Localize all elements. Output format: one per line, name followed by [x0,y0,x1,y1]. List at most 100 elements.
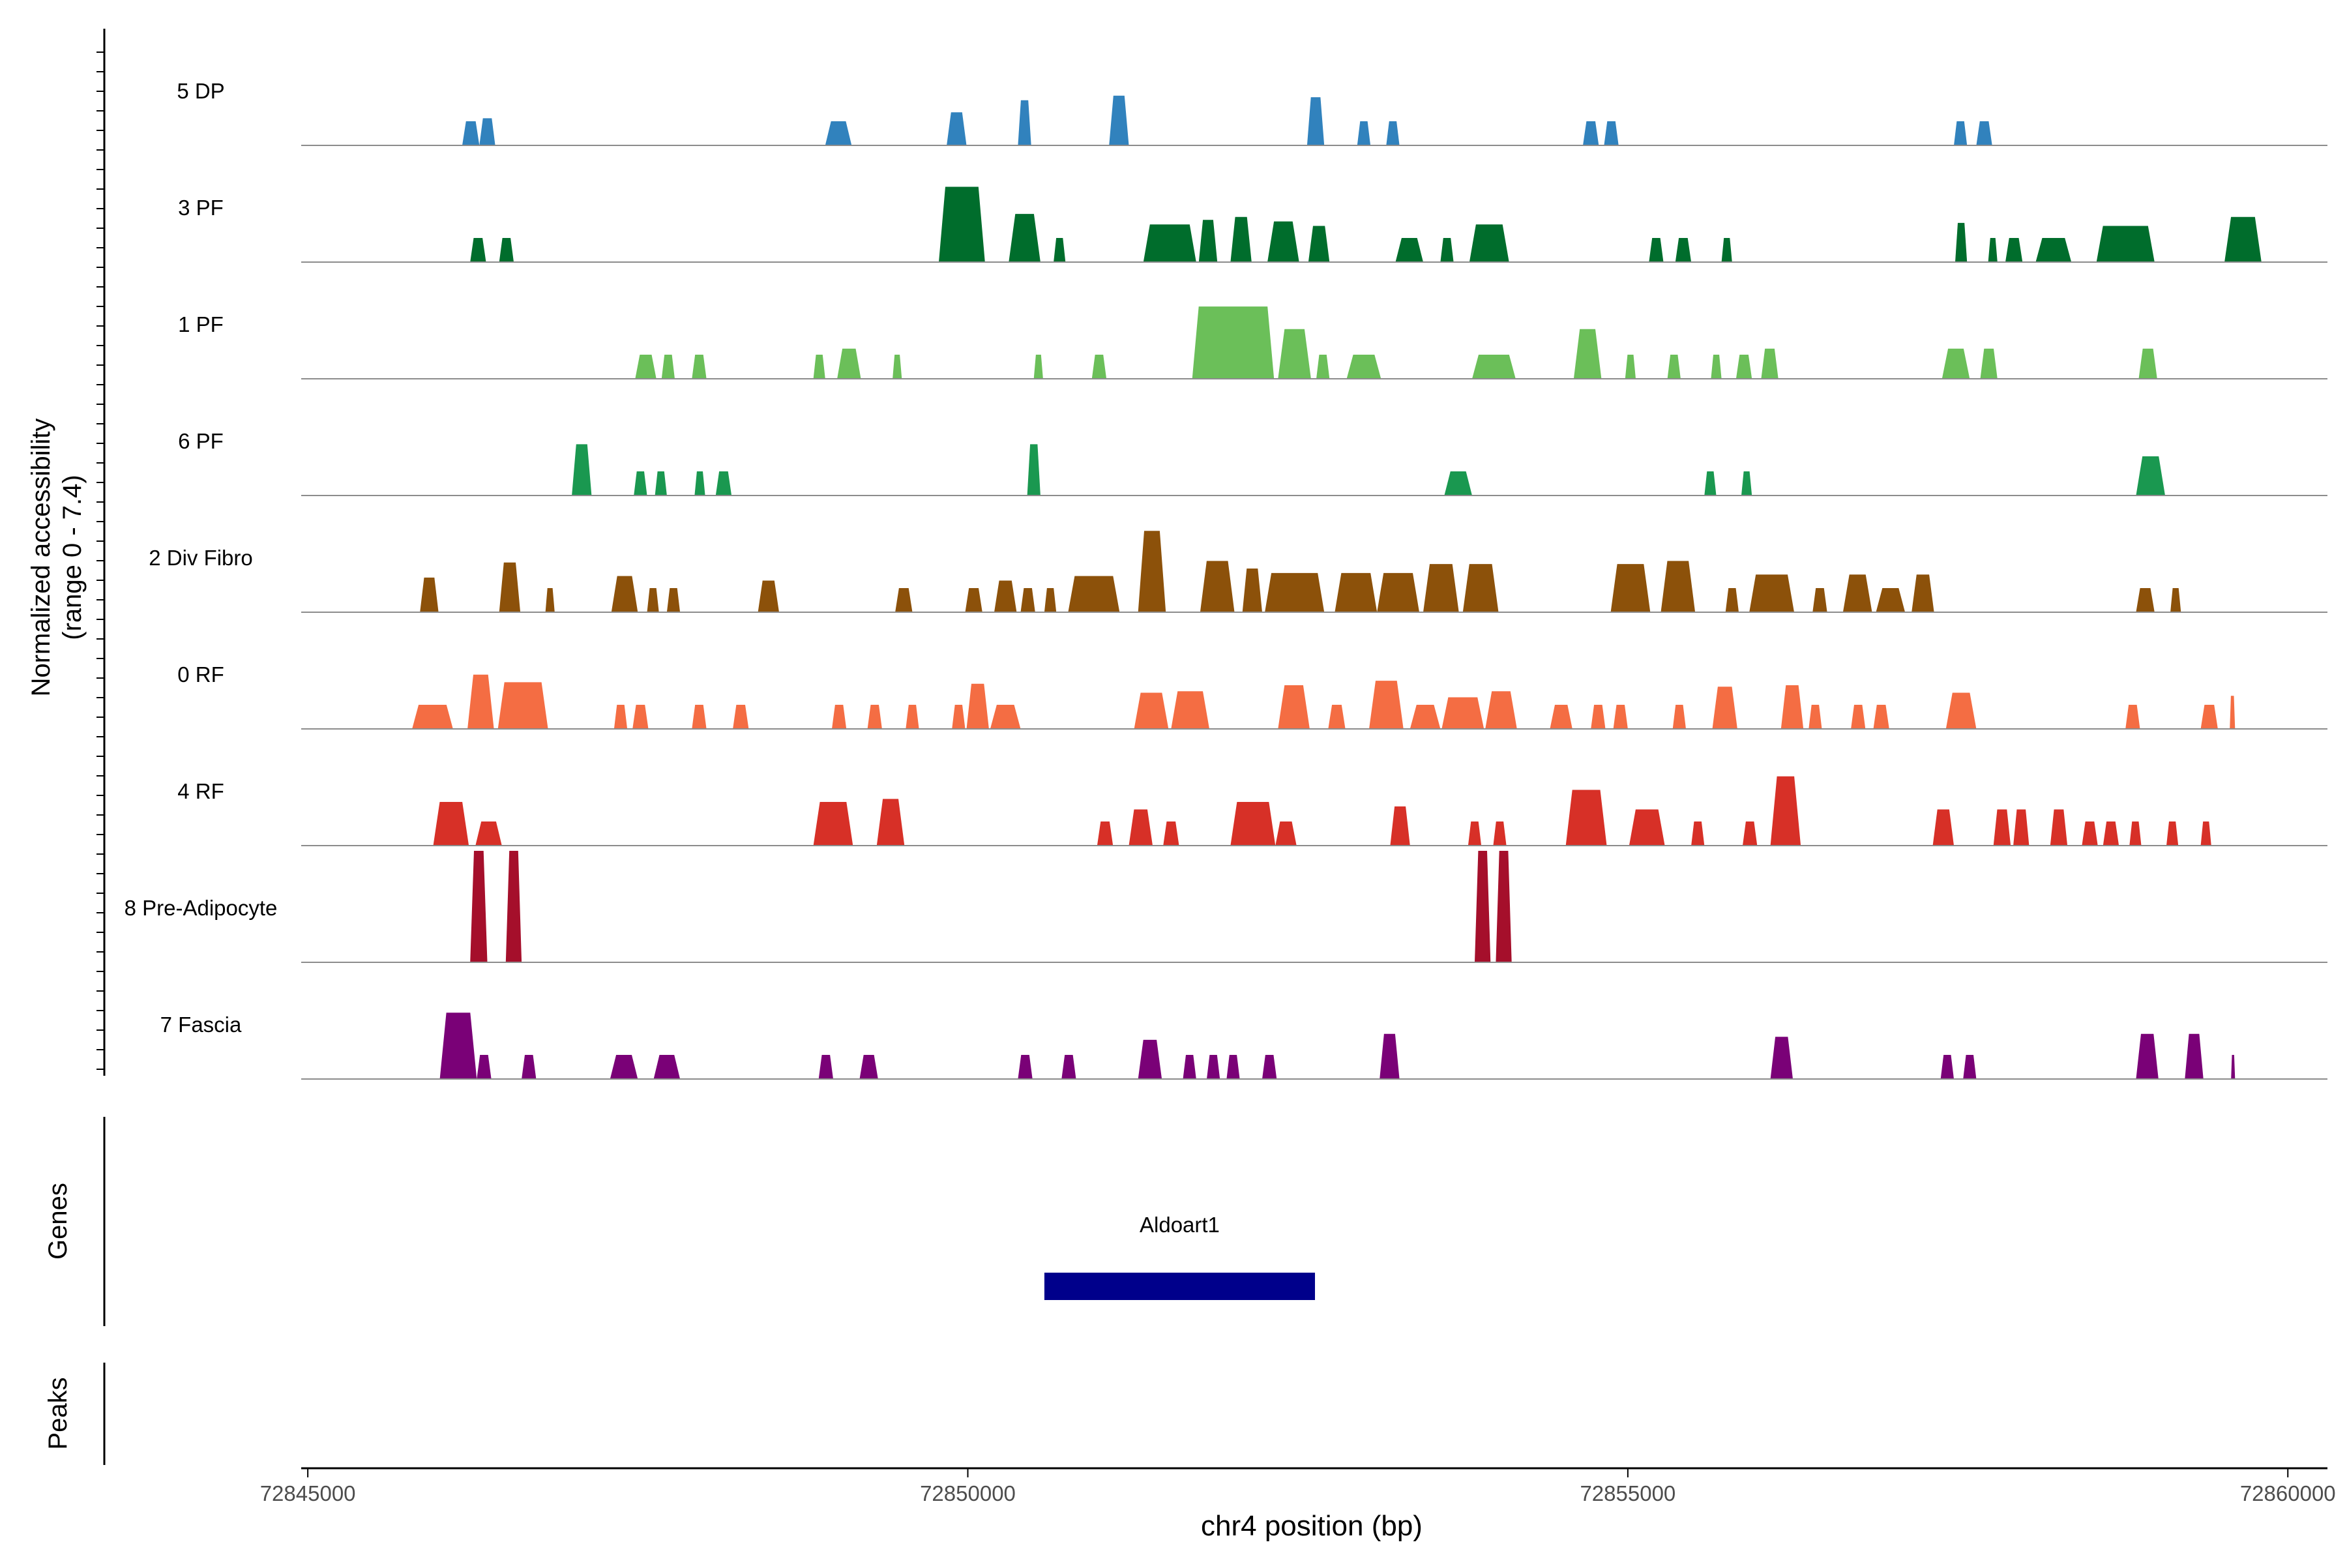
peak-mark [1018,100,1031,145]
gene-body [1044,1273,1316,1300]
peak-mark [470,238,486,262]
peak-mark [1109,95,1129,145]
peak-mark [1275,821,1297,846]
peak-mark [1441,697,1484,729]
peak-mark [733,705,749,729]
peak-mark [1583,121,1599,145]
peak-mark [1242,569,1262,612]
peak-mark [1020,588,1035,612]
peak-mark [2136,588,2155,612]
peak-mark [1932,809,1954,846]
peak-mark [1808,705,1822,729]
peak-mark [2125,705,2140,729]
y-axis-ticks [96,52,104,1070]
peak-mark [2166,821,2179,846]
peak-mark [1475,851,1491,962]
peak-mark [499,238,514,262]
peak-mark [1328,705,1346,729]
y-axis-label-line2: (range 0 - 7.4) [58,475,87,640]
x-axis-ticks: 72845000 72850000 72855000 72860000 [260,1468,2336,1505]
peak-mark [1485,691,1517,729]
peak-mark [2129,821,2142,846]
peak-mark [1625,355,1636,379]
peak-mark [635,355,657,379]
peak-mark [832,705,847,729]
peak-mark [1954,121,1968,145]
peak-mark [1306,97,1325,145]
peak-mark [895,588,913,612]
peak-mark [611,576,638,612]
peak-mark [1629,809,1665,846]
y-axis-label-line1: Normalized accessibility [27,419,55,697]
track-label: 7 Fascia [160,1013,242,1037]
peak-mark [1851,705,1866,729]
peak-mark [1780,685,1804,729]
peak-mark [1200,561,1235,612]
peak-mark [2136,1033,2159,1079]
peak-mark [1963,1055,1977,1079]
peak-mark [1842,574,1872,612]
track-label: 2 Div Fibro [149,546,253,570]
peak-mark [2185,1033,2204,1079]
track-4-rf: 4 RF [177,776,2327,846]
peak-mark [1129,809,1153,846]
peak-mark [1749,574,1794,612]
peak-mark [470,851,488,962]
peak-mark [1410,705,1441,729]
peak-mark [1018,1055,1033,1079]
gene-label: Aldoart1 [1140,1213,1220,1237]
peak-mark [1316,355,1330,379]
peak-mark [1741,471,1752,496]
peak-mark [1565,790,1607,846]
peak-mark [1380,1033,1400,1079]
peak-mark [1945,692,1977,729]
peak-mark [692,705,707,729]
peak-mark [1976,121,1992,145]
peak-mark [876,799,905,846]
peak-mark [1873,705,1889,729]
peak-mark [2230,696,2236,729]
peak-mark [412,705,453,729]
peak-mark [692,355,707,379]
genes-panel: Aldoart1 [1044,1213,1316,1300]
track-label: 4 RF [177,779,224,803]
peak-mark [1941,348,1970,379]
track-7-fascia: 7 Fascia [160,1013,2327,1080]
peak-mark [867,705,882,729]
peak-mark [1704,471,1717,496]
peak-mark [2005,238,2023,262]
peak-mark [1138,1039,1162,1079]
peak-mark [1278,329,1311,379]
peak-mark [2231,1055,2236,1079]
peak-mark [1138,531,1166,612]
peak-mark [837,348,861,379]
peak-mark [1735,355,1752,379]
track-label: 0 RF [177,662,224,687]
peak-mark [632,705,649,729]
peak-mark [613,705,628,729]
peak-mark [893,355,902,379]
peak-mark [1262,1055,1277,1079]
peak-mark [420,577,439,612]
peak-mark [2136,456,2165,496]
peak-mark [2096,226,2155,262]
peak-mark [505,851,522,962]
peak-mark [653,1055,681,1079]
peak-mark [522,1055,537,1079]
peak-mark [634,471,647,496]
peak-mark [1308,226,1330,262]
peak-mark [1278,685,1310,729]
peak-mark [1661,561,1696,612]
peak-mark [1721,238,1732,262]
peak-mark [1591,705,1606,729]
peak-mark [813,802,853,846]
peak-mark [2200,705,2218,729]
peak-mark [1230,802,1276,846]
track-2-div-fibro: 2 Div Fibro [149,531,2327,613]
peak-mark [1812,588,1827,612]
peak-mark [1493,821,1507,846]
peaks-panel-label: Peaks [44,1377,72,1449]
x-axis-label: chr4 position (bp) [1201,1510,1423,1542]
